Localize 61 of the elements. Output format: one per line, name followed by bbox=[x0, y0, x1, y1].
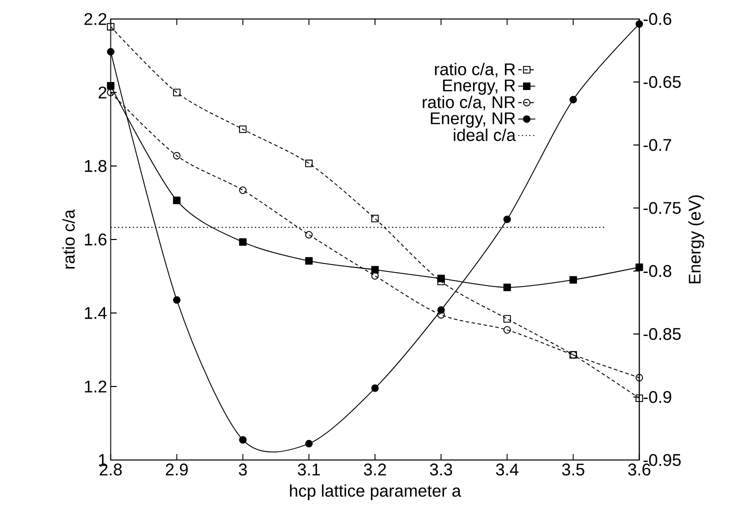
legend-label: ideal c/a bbox=[454, 128, 516, 142]
x-tick-label: 3.3 bbox=[430, 464, 452, 476]
legend-label: Energy, R bbox=[443, 80, 515, 95]
x-tick-label: 3.6 bbox=[628, 464, 650, 476]
y2-tick-label: -0.75 bbox=[644, 202, 681, 214]
x-tick-label: 2.9 bbox=[166, 464, 188, 476]
point bbox=[305, 160, 313, 168]
legend-label: ratio c/a, R bbox=[435, 62, 515, 78]
y2-tick-label: -0.7 bbox=[644, 138, 672, 151]
legend-label: Energy, NR bbox=[430, 112, 515, 128]
y2-tick-label: -0.6 bbox=[644, 12, 672, 25]
point bbox=[569, 96, 577, 104]
point bbox=[173, 88, 181, 96]
point bbox=[173, 196, 181, 204]
point bbox=[239, 436, 247, 444]
x-tick-label: 3.1 bbox=[298, 464, 320, 476]
point bbox=[371, 214, 379, 222]
y-tick-label: 2 bbox=[98, 86, 106, 98]
point bbox=[305, 257, 313, 265]
point bbox=[569, 276, 577, 284]
point bbox=[305, 230, 313, 238]
point bbox=[305, 440, 313, 448]
point bbox=[636, 20, 644, 28]
y-axis-title: ratio c/a bbox=[62, 209, 75, 268]
point bbox=[173, 152, 181, 160]
point bbox=[239, 186, 247, 194]
point bbox=[437, 306, 445, 314]
point bbox=[371, 266, 379, 274]
point bbox=[503, 315, 511, 323]
y-tick-label: 1.4 bbox=[84, 307, 107, 319]
point bbox=[437, 274, 445, 282]
y2-tick-label: -0.85 bbox=[644, 328, 681, 340]
point bbox=[106, 48, 114, 56]
y2-tick-label: -0.8 bbox=[644, 265, 672, 277]
point bbox=[371, 384, 379, 392]
x-tick-label: 3.5 bbox=[562, 464, 584, 476]
y2-tick-label: -0.95 bbox=[644, 454, 681, 466]
x-tick-label: 3.2 bbox=[364, 464, 386, 476]
point bbox=[239, 125, 247, 133]
point bbox=[503, 326, 511, 334]
y2-tick-label: -0.9 bbox=[644, 391, 672, 403]
y-tick-label: 1.8 bbox=[84, 160, 106, 172]
y-tick-label: 2.2 bbox=[84, 13, 106, 25]
point bbox=[636, 263, 644, 271]
legend-label: ratio c/a, NR bbox=[422, 96, 515, 110]
x-axis-title: hcp lattice parameter a bbox=[290, 484, 462, 500]
point bbox=[106, 22, 114, 30]
point bbox=[106, 82, 114, 90]
x-tick-label: 3 bbox=[238, 464, 247, 476]
y-tick-label: 1.6 bbox=[84, 234, 106, 246]
point bbox=[503, 216, 511, 224]
point bbox=[636, 394, 644, 402]
y-tick-label: 1.2 bbox=[84, 380, 106, 392]
y2-tick-label: -0.65 bbox=[644, 76, 681, 88]
y2-axis-title: Energy (eV) bbox=[688, 195, 704, 284]
point bbox=[106, 88, 114, 96]
point bbox=[239, 238, 247, 246]
point bbox=[503, 284, 511, 292]
x-tick-label: 3.4 bbox=[496, 464, 518, 476]
point bbox=[173, 296, 181, 304]
point bbox=[636, 374, 644, 382]
